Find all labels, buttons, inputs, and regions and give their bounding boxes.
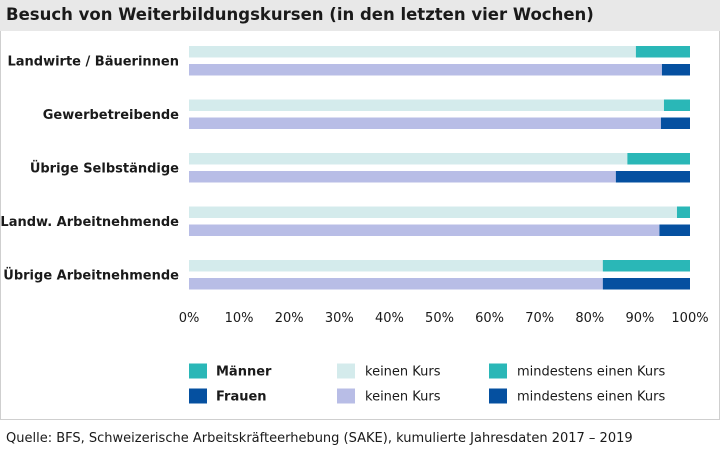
bar-men-keinen-kurs <box>189 153 628 165</box>
bar-women-keinen-kurs <box>189 278 603 290</box>
category-label: Übrige Arbeitnehmende <box>3 267 179 283</box>
legend-item-label: mindestens einen Kurs <box>517 365 665 380</box>
legend-swatch-keinen-kurs <box>337 388 355 404</box>
source-note: Quelle: BFS, Schweizerische Arbeitskräft… <box>6 431 633 446</box>
bar-women-mindestens-einen-kurs <box>661 64 690 76</box>
legend-item-label: mindestens einen Kurs <box>517 390 665 405</box>
x-tick-label: 50% <box>425 311 454 326</box>
bar-women-keinen-kurs <box>189 64 662 76</box>
legend-group-label: Männer <box>216 365 272 380</box>
legend-swatch-maenner <box>189 363 207 379</box>
bar-men-mindestens-einen-kurs <box>627 153 690 165</box>
x-tick-label: 20% <box>275 311 304 326</box>
legend-item-label: keinen Kurs <box>365 390 441 405</box>
x-tick-label: 60% <box>475 311 504 326</box>
bar-women-mindestens-einen-kurs <box>602 278 690 290</box>
legend-swatch-keinen-kurs <box>337 363 355 379</box>
x-tick-label: 90% <box>625 311 654 326</box>
bar-men-mindestens-einen-kurs <box>635 46 690 58</box>
x-tick-label: 0% <box>179 311 200 326</box>
x-tick-label: 40% <box>375 311 404 326</box>
bar-men-keinen-kurs <box>189 260 603 272</box>
bar-women-mindestens-einen-kurs <box>659 224 690 236</box>
bar-men-keinen-kurs <box>189 206 677 218</box>
bar-women-keinen-kurs <box>189 171 616 183</box>
bar-men-keinen-kurs <box>189 99 664 111</box>
bar-men-mindestens-einen-kurs <box>676 206 690 218</box>
bar-men-keinen-kurs <box>189 46 636 58</box>
chart-title: Besuch von Weiterbildungskursen (in den … <box>6 5 594 24</box>
category-label: Landw. Arbeitnehmende <box>0 215 179 230</box>
x-tick-label: 30% <box>325 311 354 326</box>
bar-women-mindestens-einen-kurs <box>615 171 690 183</box>
legend-group-label: Frauen <box>216 390 267 405</box>
x-tick-label: 10% <box>225 311 254 326</box>
bar-men-mindestens-einen-kurs <box>602 260 690 272</box>
title-bar: Besuch von Weiterbildungskursen (in den … <box>0 0 720 31</box>
legend-swatch-mindestens-einen-kurs <box>489 388 507 404</box>
x-tick-label: 100% <box>671 311 708 326</box>
chart-area: Landwirte / Bäuerinnen Gewerbetreibende Üb… <box>0 46 709 405</box>
legend-item-label: keinen Kurs <box>365 365 441 380</box>
bar-women-keinen-kurs <box>189 117 661 129</box>
category-label: Gewerbetreibende <box>43 108 179 123</box>
legend-swatch-frauen <box>189 388 207 404</box>
bar-men-mindestens-einen-kurs <box>663 99 690 111</box>
x-tick-label: 80% <box>575 311 604 326</box>
bar-women-keinen-kurs <box>189 224 660 236</box>
bar-women-mindestens-einen-kurs <box>660 117 690 129</box>
x-tick-label: 70% <box>525 311 554 326</box>
category-label: Landwirte / Bäuerinnen <box>7 54 179 69</box>
legend-swatch-mindestens-einen-kurs <box>489 363 507 379</box>
category-label: Übrige Selbständige <box>30 160 179 176</box>
